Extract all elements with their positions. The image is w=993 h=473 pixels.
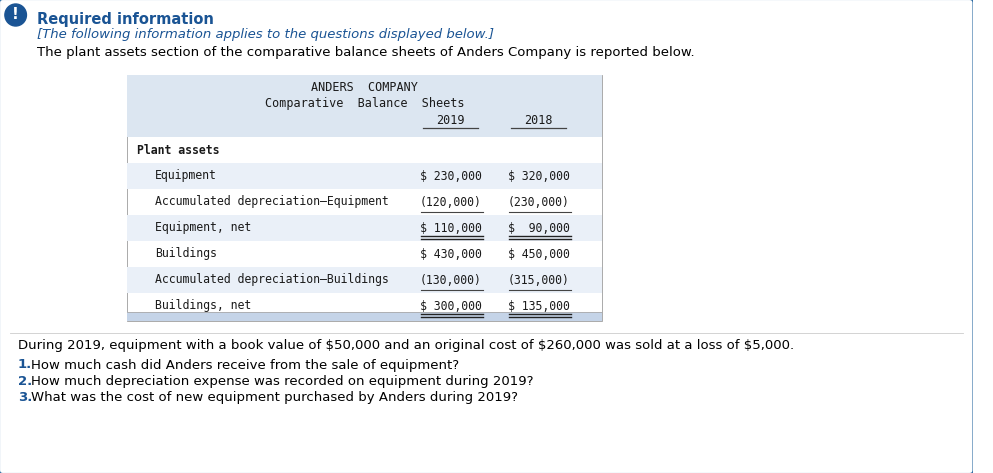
Text: (315,000): (315,000)	[508, 273, 570, 287]
Text: $ 300,000: $ 300,000	[420, 299, 482, 313]
Circle shape	[5, 4, 27, 26]
Text: During 2019, equipment with a book value of $50,000 and an original cost of $260: During 2019, equipment with a book value…	[18, 339, 793, 351]
Text: The plant assets section of the comparative balance sheets of Anders Company is : The plant assets section of the comparat…	[37, 46, 695, 60]
Bar	[127, 163, 603, 189]
Text: (120,000): (120,000)	[420, 195, 482, 209]
Text: How much depreciation expense was recorded on equipment during 2019?: How much depreciation expense was record…	[32, 375, 534, 387]
Text: Equipment, net: Equipment, net	[155, 221, 251, 235]
Text: 2.: 2.	[18, 375, 32, 387]
Bar	[127, 312, 603, 321]
Text: Accumulated depreciation–Buildings: Accumulated depreciation–Buildings	[155, 273, 388, 287]
Text: 2019: 2019	[436, 114, 465, 128]
Text: 3.: 3.	[18, 391, 32, 403]
Text: Buildings, net: Buildings, net	[155, 299, 251, 313]
Bar	[127, 75, 603, 137]
Text: Equipment: Equipment	[155, 169, 216, 183]
Text: What was the cost of new equipment purchased by Anders during 2019?: What was the cost of new equipment purch…	[32, 391, 518, 403]
Text: [The following information applies to the questions displayed below.]: [The following information applies to th…	[37, 28, 495, 42]
Text: (130,000): (130,000)	[420, 273, 482, 287]
FancyBboxPatch shape	[0, 0, 973, 473]
Text: Buildings: Buildings	[155, 247, 216, 261]
Text: $ 320,000: $ 320,000	[508, 169, 570, 183]
Text: $  90,000: $ 90,000	[508, 221, 570, 235]
Text: $ 135,000: $ 135,000	[508, 299, 570, 313]
Text: Plant assets: Plant assets	[137, 143, 219, 157]
Text: How much cash did Anders receive from the sale of equipment?: How much cash did Anders receive from th…	[32, 359, 460, 371]
Text: $ 450,000: $ 450,000	[508, 247, 570, 261]
Text: $ 430,000: $ 430,000	[420, 247, 482, 261]
Bar	[127, 75, 603, 321]
Bar	[127, 215, 603, 241]
Text: 1.: 1.	[18, 359, 32, 371]
Text: $ 110,000: $ 110,000	[420, 221, 482, 235]
Text: Required information: Required information	[37, 12, 214, 27]
Text: Comparative  Balance  Sheets: Comparative Balance Sheets	[265, 97, 465, 111]
Bar	[127, 267, 603, 293]
Text: (230,000): (230,000)	[508, 195, 570, 209]
Text: !: !	[12, 8, 19, 23]
Text: 2018: 2018	[524, 114, 553, 128]
Text: ANDERS  COMPANY: ANDERS COMPANY	[312, 81, 418, 95]
Text: Accumulated depreciation–Equipment: Accumulated depreciation–Equipment	[155, 195, 388, 209]
Text: $ 230,000: $ 230,000	[420, 169, 482, 183]
